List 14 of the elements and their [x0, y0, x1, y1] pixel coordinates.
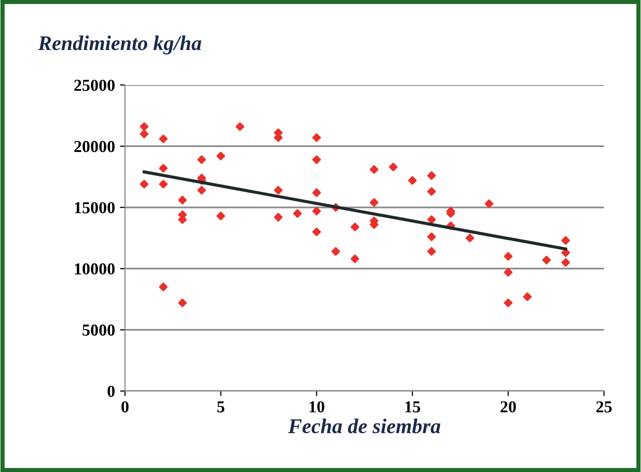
x-tick-label: 25 — [596, 401, 612, 412]
y-tick-label: 20000 — [74, 140, 115, 152]
y-tick-label: 15000 — [74, 202, 115, 214]
y-tick-label: 5000 — [82, 324, 115, 336]
x-tick-label: 5 — [217, 401, 224, 412]
y-tick-label: 10000 — [74, 263, 115, 275]
x-tick-label: 10 — [310, 401, 324, 412]
y-tick-label: 25000 — [74, 80, 115, 91]
y-axis-title: Rendimiento kg/ha — [38, 36, 202, 54]
x-axis-title: Fecha de siembra — [288, 418, 440, 434]
y-tick-label: 0 — [108, 386, 115, 397]
x-tick-label: 0 — [121, 401, 129, 412]
x-tick-label: 15 — [405, 401, 420, 412]
x-tick-label: 20 — [500, 401, 516, 412]
